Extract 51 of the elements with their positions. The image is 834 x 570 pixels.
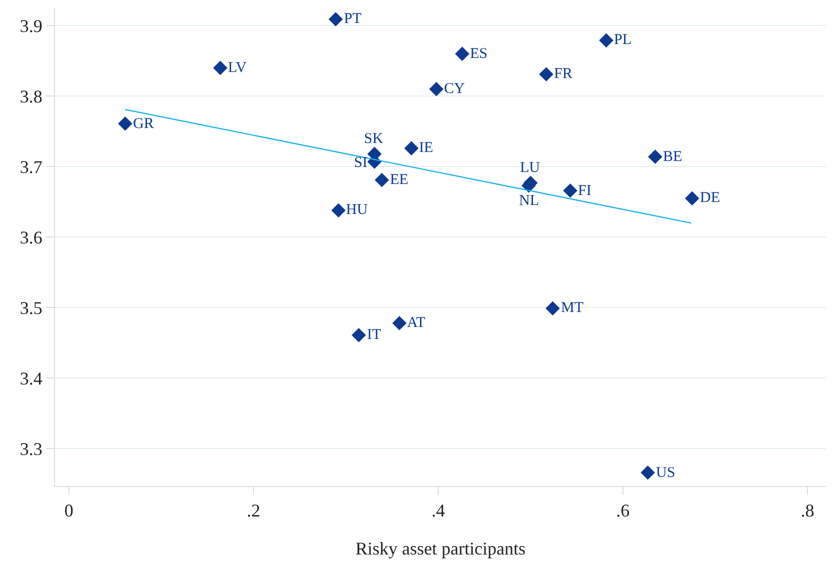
y-tick-label: 3.3 <box>20 438 42 459</box>
annotation: PT <box>344 11 362 27</box>
point <box>331 203 346 218</box>
annotation: LU <box>520 160 540 176</box>
x-tick-label: .2 <box>246 500 260 521</box>
annotation: BE <box>663 149 682 165</box>
point <box>684 191 700 206</box>
x-axis-title: Risky asset participants <box>356 538 526 559</box>
point <box>429 82 444 96</box>
annotation: SI <box>354 155 368 171</box>
annotation: ES <box>470 46 488 62</box>
y-tick-label: 3.4 <box>20 368 42 388</box>
point <box>392 316 407 330</box>
point <box>539 67 554 82</box>
y-tick-label: 3.9 <box>20 16 42 36</box>
annotation: IT <box>367 327 382 343</box>
point <box>352 328 366 342</box>
annotation: US <box>656 465 676 481</box>
annotation: HU <box>346 202 368 218</box>
annotation: GR <box>133 116 154 132</box>
annotation: FR <box>554 66 572 82</box>
x-tick-label: .6 <box>616 500 630 521</box>
point <box>118 116 132 131</box>
point <box>404 141 419 156</box>
annotation: CY <box>444 81 466 97</box>
point <box>546 301 560 316</box>
annotation: MT <box>561 300 584 316</box>
annotation: IE <box>419 140 434 156</box>
x-tick-label: .4 <box>431 500 445 521</box>
y-tick-label: 3.5 <box>20 298 42 318</box>
x-tick-label: .8 <box>800 500 814 521</box>
point <box>328 12 343 26</box>
annotation: DE <box>700 190 720 206</box>
y-tick-label: 3.6 <box>20 227 42 248</box>
point <box>563 183 578 198</box>
annotation: NL <box>519 193 539 209</box>
x-tick-label: 0 <box>64 500 74 521</box>
point <box>648 150 662 164</box>
annotation: AT <box>407 315 426 331</box>
point <box>455 46 470 61</box>
annotation: FI <box>578 183 592 199</box>
annotation: SK <box>364 131 384 147</box>
point <box>640 465 655 480</box>
y-tick-label: 3.7 <box>20 156 42 177</box>
y-tick-label: 3.8 <box>20 86 42 106</box>
point <box>374 172 390 188</box>
point <box>599 33 614 48</box>
annotation: PL <box>614 32 632 48</box>
annotation: EE <box>390 172 408 188</box>
point <box>213 60 228 76</box>
annotation: LV <box>228 60 247 76</box>
